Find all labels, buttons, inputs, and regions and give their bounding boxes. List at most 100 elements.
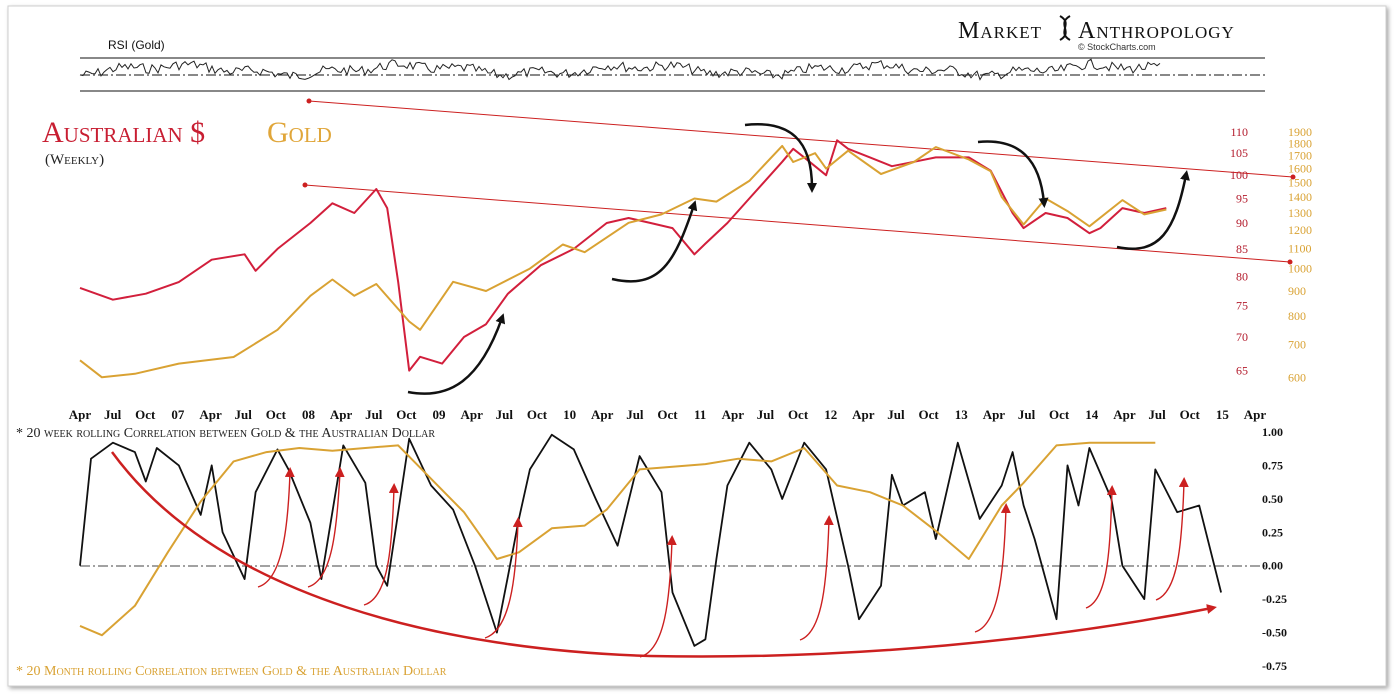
title-gold: Gold — [267, 116, 332, 149]
x-tick-label: Apr — [852, 407, 875, 422]
left-tick-label: 90 — [1236, 216, 1248, 230]
x-tick-label: Oct — [657, 407, 678, 422]
rsi-panel: RSI (Gold) — [79, 38, 1265, 92]
right-tick-label: 600 — [1288, 370, 1306, 384]
correlation-tick-label: -0.25 — [1262, 592, 1287, 606]
brand-left: Market — [958, 18, 1042, 44]
correlation-footnote: * 20 Month rolling Correlation between G… — [16, 664, 447, 679]
chart-card — [7, 5, 1387, 687]
date-axis: Apr Jul Oct 07 Apr Jul Oct 08 Apr Jul Oct 09 Apr Jul O… — [69, 407, 1267, 422]
rsi-title: RSI (Gold) — [108, 38, 165, 52]
left-tick-label: 80 — [1236, 269, 1248, 283]
brand: Market Anthropology © StockCharts.com — [958, 15, 1235, 52]
x-tick-label: 07 — [171, 407, 185, 422]
up-arrow-8 — [1085, 485, 1117, 609]
x-tick-label: Apr — [69, 407, 92, 422]
x-tick-label: 14 — [1085, 407, 1099, 422]
price-left-axis: 110 105 100 95 90 85 80 75 70 65 — [1230, 125, 1248, 378]
up-arrow-4 — [484, 517, 523, 639]
brand-right: Anthropology — [1078, 18, 1235, 44]
aud-gold-line — [79, 139, 1167, 372]
x-tick-label: Jul — [1018, 407, 1036, 422]
left-tick-label: 100 — [1230, 168, 1248, 182]
right-tick-label: 700 — [1288, 338, 1306, 352]
x-tick-label: 08 — [302, 407, 316, 422]
price-series-group — [79, 139, 1167, 379]
correlation-tick-label: 1.00 — [1262, 425, 1283, 439]
left-tick-label: 110 — [1230, 125, 1248, 139]
arrow-2014 — [1116, 170, 1190, 250]
arrow-2010 — [611, 200, 698, 283]
correlation-tick-label: 0.75 — [1262, 458, 1283, 472]
correlation-title: * 20 week rolling Correlation between Go… — [16, 426, 435, 441]
upper-trend-dot-left — [306, 98, 312, 104]
x-tick-label: 13 — [955, 407, 969, 422]
x-tick-label: Jul — [104, 407, 122, 422]
correlation-y-axis: 1.00 0.75 0.50 0.25 0.00 -0.25 -0.50 -0.75 — [1262, 425, 1287, 673]
dna-icon — [1059, 15, 1071, 41]
x-tick-label: Oct — [1049, 407, 1070, 422]
correlation-tick-label: 0.25 — [1262, 525, 1283, 539]
lower-trend-dot-left — [302, 182, 308, 188]
x-tick-label: Apr — [330, 407, 353, 422]
correlation-annotations — [110, 451, 1217, 658]
price-annotations — [407, 123, 1190, 395]
x-tick-label: Apr — [460, 407, 483, 422]
x-tick-label: Apr — [591, 407, 614, 422]
right-tick-label: 1000 — [1288, 262, 1312, 276]
x-tick-label: Oct — [919, 407, 940, 422]
x-tick-label: Jul — [887, 407, 905, 422]
right-tick-label: 900 — [1288, 284, 1306, 298]
right-tick-label: 1900 — [1288, 125, 1312, 139]
x-tick-label: 15 — [1216, 407, 1230, 422]
x-tick-label: 10 — [563, 407, 576, 422]
right-tick-label: 1800 — [1288, 137, 1312, 151]
x-tick-label: Jul — [757, 407, 775, 422]
x-tick-label: Apr — [199, 407, 222, 422]
up-arrow-6 — [799, 515, 834, 641]
x-tick-label: Apr — [983, 407, 1006, 422]
left-tick-label: 95 — [1236, 191, 1248, 205]
big-bottom-arc — [110, 451, 1217, 658]
right-tick-label: 1100 — [1288, 241, 1312, 255]
arrow-2011-top — [744, 123, 817, 193]
up-arrow-7 — [974, 503, 1011, 633]
right-tick-label: 1500 — [1288, 175, 1312, 189]
x-tick-label: Apr — [1113, 407, 1136, 422]
left-tick-label: 65 — [1236, 364, 1248, 378]
up-arrow-5 — [639, 535, 677, 658]
right-tick-label: 1400 — [1288, 190, 1312, 204]
x-tick-label: Oct — [788, 407, 809, 422]
title-aud: Australian $ — [42, 116, 205, 149]
usd-gold-line — [79, 144, 1167, 379]
up-arrow-1 — [257, 467, 295, 588]
lower-trend-dot-right — [1287, 259, 1293, 265]
upper-trend-dot-right — [1290, 174, 1296, 180]
correlation-panel: * 20 week rolling Correlation between Go… — [16, 425, 1287, 679]
left-tick-label: 85 — [1236, 242, 1248, 256]
x-tick-label: 12 — [824, 407, 837, 422]
correlation-tick-label: -0.75 — [1262, 659, 1287, 673]
correlation-series-group — [79, 433, 1222, 647]
arrow-2013 — [977, 140, 1049, 208]
right-tick-label: 1600 — [1288, 162, 1312, 176]
right-tick-label: 800 — [1288, 309, 1306, 323]
monthly-correlation-line — [79, 441, 1156, 637]
upper-trend-line — [308, 100, 1294, 178]
x-tick-label: Jul — [1148, 407, 1166, 422]
arrow-2009 — [407, 313, 506, 395]
x-tick-label: Oct — [135, 407, 156, 422]
left-tick-label: 105 — [1230, 146, 1248, 160]
right-tick-label: 1700 — [1288, 149, 1312, 163]
x-tick-label: Jul — [496, 407, 514, 422]
x-tick-label: Jul — [626, 407, 644, 422]
rsi-series-line — [79, 58, 1161, 81]
x-tick-label: 11 — [694, 407, 706, 422]
x-tick-label: Oct — [266, 407, 287, 422]
x-tick-label: Apr — [1244, 407, 1267, 422]
right-tick-label: 1300 — [1288, 206, 1312, 220]
price-title: Australian $ Gold (Weekly) — [42, 116, 332, 168]
x-tick-label: Jul — [235, 407, 253, 422]
